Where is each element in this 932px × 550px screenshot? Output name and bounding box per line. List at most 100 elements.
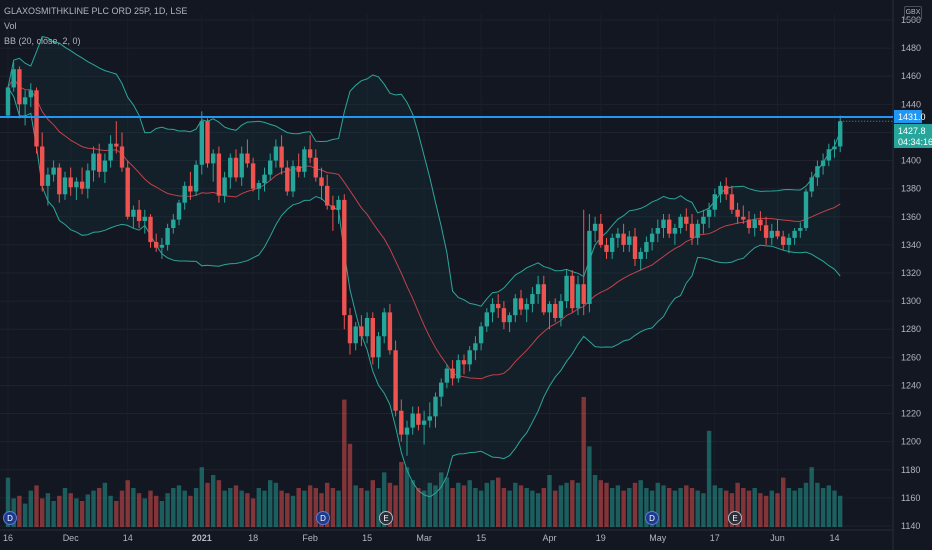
candle-body <box>114 143 119 147</box>
candle-body <box>621 233 626 245</box>
volume-bar <box>222 490 227 527</box>
candle-body <box>313 157 318 178</box>
volume-bar <box>188 495 193 527</box>
candle-body <box>524 303 529 310</box>
volume-bar <box>262 490 267 527</box>
hline-price-label: 1431.0 <box>898 112 926 122</box>
volume-bar <box>433 485 438 527</box>
volume-bar <box>393 485 398 527</box>
volume-bar <box>792 490 797 527</box>
countdown-label: 04:34:16 <box>898 137 932 147</box>
volume-bar <box>171 488 176 527</box>
volume-bar <box>524 488 529 527</box>
candle-body <box>803 191 809 229</box>
x-tick-label: 18 <box>248 533 258 543</box>
y-tick-label: 1460 <box>901 71 921 81</box>
candle-body <box>530 294 535 304</box>
volume-bar <box>832 490 837 527</box>
x-tick-label: 19 <box>596 533 606 543</box>
candle-body <box>211 153 216 164</box>
candle-body <box>330 205 336 210</box>
x-tick-label: 14 <box>123 533 133 543</box>
candle-body <box>439 382 444 397</box>
y-tick-label: 1500 <box>901 15 921 25</box>
candle-body <box>188 185 193 192</box>
y-tick-label: 1220 <box>901 409 921 419</box>
volume-bar <box>193 488 199 527</box>
candle-body <box>22 97 28 105</box>
volume-bar <box>735 482 740 527</box>
candle-body <box>336 199 341 210</box>
x-tick-label: Feb <box>302 533 318 543</box>
candle-body <box>815 166 820 178</box>
volume-bar <box>136 493 142 527</box>
candle-body <box>832 146 837 150</box>
volume-bar <box>228 488 233 527</box>
event-marker-label: D <box>320 514 326 523</box>
volume-bar <box>347 443 353 527</box>
volume-bar <box>820 488 826 527</box>
volume-bar <box>68 493 73 527</box>
symbol-title[interactable]: GLAXOSMITHKLINE PLC ORD 25P, 1D, LSE <box>4 6 188 16</box>
earnings-icon <box>379 511 393 525</box>
candle-body <box>570 275 575 309</box>
volume-bar <box>125 480 130 527</box>
candle-body <box>655 228 660 234</box>
candle-body <box>131 209 136 217</box>
volume-bar <box>490 480 495 527</box>
time-axis[interactable]: 16 Dec 14 2021 18 Feb 15 Mar 15 Apr 19 May 17 Jun 14 <box>3 533 840 543</box>
candle-body <box>615 233 621 238</box>
candle-body <box>262 174 267 184</box>
volume-bar <box>148 490 153 527</box>
volume-bar <box>302 490 307 527</box>
volume-bar <box>775 493 780 527</box>
candle-body <box>364 317 370 337</box>
volume-bar <box>5 477 11 527</box>
volume-bar <box>575 482 581 527</box>
hline-price-tag <box>894 109 922 123</box>
volume-bar <box>803 482 809 527</box>
candle-body <box>359 326 364 337</box>
price-axis[interactable]: 1500148014601440142014001380136013401320… <box>894 15 932 531</box>
volume-bar <box>330 488 336 527</box>
candle-body <box>148 216 153 243</box>
volume-bar <box>581 397 586 527</box>
candle-body <box>250 163 256 189</box>
candle-body <box>598 223 603 245</box>
volume-bar <box>644 488 649 527</box>
currency-badge[interactable]: GBX <box>904 6 922 20</box>
candle-body <box>108 143 113 161</box>
volume-bar <box>51 501 56 527</box>
volume-bar <box>604 482 609 527</box>
candle-body <box>564 275 569 302</box>
volume-bar <box>296 488 301 527</box>
candle-body <box>193 164 199 192</box>
volume-bar <box>632 482 638 527</box>
volume-bar <box>535 493 541 527</box>
volume-bar <box>478 490 484 527</box>
candle-body <box>741 216 746 220</box>
bollinger-indicator-label[interactable]: BB (20, close, 2, 0) <box>4 36 81 46</box>
candle-body <box>387 312 393 351</box>
candle-body <box>307 149 313 158</box>
volume-bar <box>313 488 318 527</box>
volume-bar <box>553 490 558 527</box>
y-tick-label: 1280 <box>901 324 921 334</box>
volume-bar <box>119 490 125 527</box>
candle-body <box>513 298 518 316</box>
volume-bar <box>359 488 364 527</box>
y-tick-label: 1440 <box>901 99 921 109</box>
candle-body <box>689 223 695 238</box>
candle-body <box>17 69 22 105</box>
volume-bar <box>786 488 792 527</box>
volume-bar <box>376 488 381 527</box>
volume-bar <box>695 490 700 527</box>
candle-body <box>695 223 700 238</box>
chart-legend: GLAXOSMITHKLINE PLC ORD 25P, 1D, LSE Vol… <box>4 4 187 49</box>
volume-bar <box>307 485 313 527</box>
candle-body <box>729 194 735 210</box>
volume-indicator-label[interactable]: Vol <box>4 21 17 31</box>
candle-body <box>838 121 843 147</box>
candle-body <box>296 166 301 172</box>
